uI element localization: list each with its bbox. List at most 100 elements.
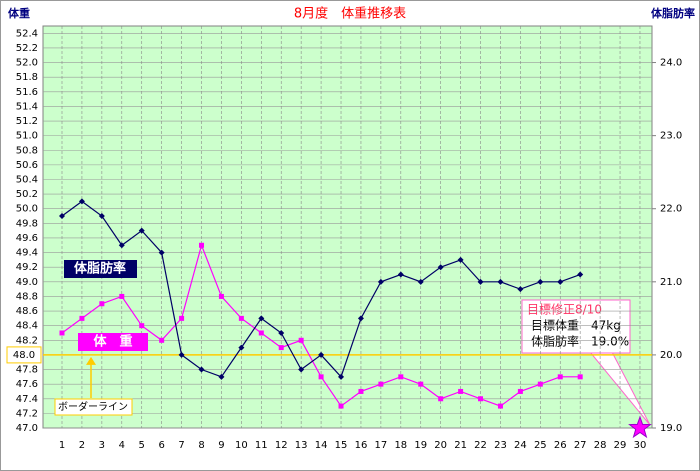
x-tick-label: 17 xyxy=(375,440,388,451)
legend-box xyxy=(64,260,137,278)
point xyxy=(278,345,284,351)
y2-tick-label: 21.0 xyxy=(660,277,682,288)
y-tick-label: 49.6 xyxy=(16,233,38,244)
y-tick-label: 47.4 xyxy=(16,394,38,405)
point xyxy=(99,301,105,307)
point xyxy=(497,403,503,409)
point xyxy=(517,286,524,293)
y-tick-label: 51.4 xyxy=(16,101,38,112)
y-tick-label: 50.2 xyxy=(16,189,38,200)
y-tick-label: 50.6 xyxy=(16,160,38,171)
point xyxy=(138,227,145,234)
point xyxy=(119,293,125,299)
point xyxy=(398,374,404,380)
x-tick-label: 18 xyxy=(394,440,407,451)
x-tick-label: 1 xyxy=(59,440,65,451)
x-tick-label: 8 xyxy=(198,440,204,451)
point xyxy=(457,256,464,263)
point xyxy=(199,242,205,248)
border-label-box xyxy=(54,398,133,416)
point xyxy=(377,278,384,285)
x-tick-label: 5 xyxy=(139,440,145,451)
y-tick-label: 48.8 xyxy=(16,291,38,302)
point xyxy=(537,278,544,285)
y2-tick-label: 22.0 xyxy=(660,204,682,215)
x-tick-label: 16 xyxy=(355,440,368,451)
callout-box xyxy=(521,299,631,354)
y-tick-label: 47.2 xyxy=(16,408,38,419)
y-tick-label: 47.6 xyxy=(16,379,38,390)
point xyxy=(438,396,444,402)
point xyxy=(417,278,424,285)
point xyxy=(418,381,424,387)
y-tick-label: 52.2 xyxy=(16,43,38,54)
y-tick-label: 51.8 xyxy=(16,72,38,83)
border-arrow-head xyxy=(86,356,96,365)
point xyxy=(338,373,345,380)
x-tick-label: 12 xyxy=(275,440,288,451)
x-tick-label: 26 xyxy=(554,440,567,451)
y-tick-label: 48.6 xyxy=(16,306,38,317)
x-tick-label: 20 xyxy=(434,440,447,451)
y-tick-label: 52.4 xyxy=(16,28,38,39)
legend-label: 体脂肪率 xyxy=(74,261,126,277)
x-tick-label: 29 xyxy=(614,440,627,451)
y2-tick-label: 20.0 xyxy=(660,350,682,361)
point xyxy=(159,337,165,343)
y-tick-label: 51.6 xyxy=(16,87,38,98)
border-value-box xyxy=(6,346,42,364)
y-tick-label: 49.8 xyxy=(16,218,38,229)
point xyxy=(318,351,325,358)
point xyxy=(358,388,364,394)
x-tick-label: 28 xyxy=(594,440,607,451)
point xyxy=(238,344,245,351)
point xyxy=(278,329,285,336)
point xyxy=(79,315,85,321)
point xyxy=(258,315,265,322)
point xyxy=(537,381,543,387)
x-tick-label: 9 xyxy=(218,440,224,451)
y-tick-label: 48.2 xyxy=(16,335,38,346)
point xyxy=(198,366,205,373)
x-tick-label: 3 xyxy=(99,440,105,451)
point xyxy=(357,315,364,322)
y2-axis-title: 体脂肪率 xyxy=(651,6,695,20)
point xyxy=(298,337,304,343)
x-tick-label: 4 xyxy=(119,440,125,451)
point xyxy=(397,271,404,278)
x-tick-label: 13 xyxy=(295,440,308,451)
y-tick-label: 50.4 xyxy=(16,174,38,185)
point xyxy=(78,198,85,205)
y-tick-label: 50.0 xyxy=(16,204,38,215)
point xyxy=(338,403,344,409)
y-tick-label: 49.4 xyxy=(16,248,38,259)
point xyxy=(218,373,225,380)
x-tick-label: 6 xyxy=(158,440,164,451)
point xyxy=(497,278,504,285)
y2-tick-label: 19.0 xyxy=(660,423,682,434)
legend-box xyxy=(78,333,148,351)
point xyxy=(218,293,224,299)
point xyxy=(158,249,165,256)
y2-tick-label: 24.0 xyxy=(660,58,682,69)
target-title: 目標修正8/10 xyxy=(527,302,602,317)
x-tick-label: 10 xyxy=(235,440,248,451)
y-axis-title: 体重 xyxy=(8,6,30,20)
x-tick-label: 23 xyxy=(494,440,507,451)
point xyxy=(557,374,563,380)
x-tick-label: 14 xyxy=(315,440,328,451)
x-tick-label: 21 xyxy=(454,440,467,451)
point xyxy=(298,366,305,373)
y-tick-label: 51.0 xyxy=(16,131,38,142)
point xyxy=(59,213,65,220)
x-tick-label: 30 xyxy=(634,440,647,451)
x-tick-label: 11 xyxy=(255,440,268,451)
point xyxy=(258,330,264,336)
y-tick-label: 51.2 xyxy=(16,116,38,127)
point xyxy=(458,388,464,394)
x-tick-label: 24 xyxy=(514,440,527,451)
plot-area xyxy=(42,25,653,429)
point xyxy=(238,315,244,321)
point xyxy=(477,278,484,285)
y-tick-label: 50.8 xyxy=(16,145,38,156)
